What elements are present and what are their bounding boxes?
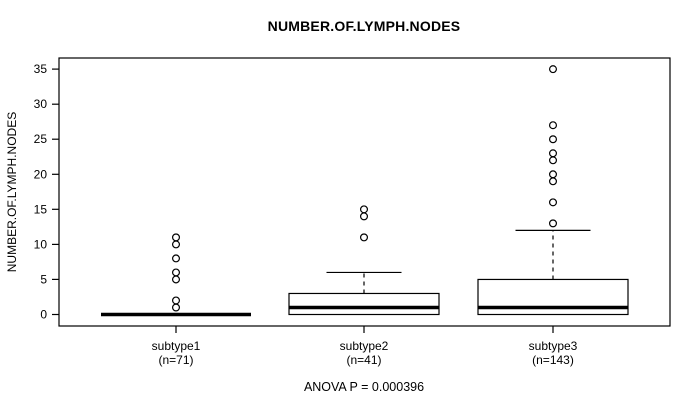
outlier-point-subtype3 xyxy=(548,135,557,144)
outlier-point-subtype1 xyxy=(172,233,181,242)
category-label: subtype3 xyxy=(529,339,578,353)
box-subtype2 xyxy=(288,292,440,316)
anova-annotation: ANOVA P = 0.000396 xyxy=(304,380,424,394)
outlier-point-subtype3 xyxy=(548,198,557,207)
chart-title: NUMBER.OF.LYMPH.NODES xyxy=(268,18,461,34)
outlier-point-subtype3 xyxy=(548,65,557,74)
y-axis-label: NUMBER.OF.LYMPH.NODES xyxy=(5,112,19,272)
y-tick-label: 10 xyxy=(34,237,48,251)
category-sublabel: (n=143) xyxy=(532,353,574,367)
outlier-point-subtype2 xyxy=(360,212,369,221)
outlier-point-subtype1 xyxy=(172,268,181,277)
y-tick-label: 35 xyxy=(34,62,48,76)
outlier-point-subtype1 xyxy=(172,303,181,312)
y-tick-label: 25 xyxy=(34,132,48,146)
y-tick-label: 0 xyxy=(40,308,47,322)
y-axis-ticks xyxy=(52,68,59,316)
outlier-point-subtype2 xyxy=(360,233,369,242)
outlier-point-subtype3 xyxy=(548,156,557,165)
boxes-layer xyxy=(101,65,629,317)
x-axis-category-labels: subtype1 (n=71) subtype2 (n=41) subtype3… xyxy=(152,339,578,367)
category-sublabel: (n=71) xyxy=(158,353,193,367)
outlier-point-subtype1 xyxy=(172,275,181,284)
outlier-point-subtype2 xyxy=(360,205,369,214)
y-tick-label: 5 xyxy=(40,272,47,286)
outlier-point-subtype3 xyxy=(548,121,557,130)
y-tick-label: 30 xyxy=(34,97,48,111)
category-label: subtype2 xyxy=(340,339,389,353)
y-tick-label: 15 xyxy=(34,202,48,216)
outlier-point-subtype1 xyxy=(172,240,181,249)
outlier-point-subtype1 xyxy=(172,254,181,263)
outlier-point-subtype3 xyxy=(548,170,557,179)
x-axis-ticks xyxy=(175,326,554,333)
outlier-point-subtype3 xyxy=(548,149,557,158)
category-label: subtype1 xyxy=(152,339,201,353)
y-axis-tick-labels: 0 5 10 15 20 25 30 35 xyxy=(34,62,48,321)
outlier-point-subtype3 xyxy=(548,177,557,186)
outlier-point-subtype3 xyxy=(548,219,557,228)
y-tick-label: 20 xyxy=(34,167,48,181)
outlier-point-subtype1 xyxy=(172,296,181,305)
category-sublabel: (n=41) xyxy=(346,353,381,367)
